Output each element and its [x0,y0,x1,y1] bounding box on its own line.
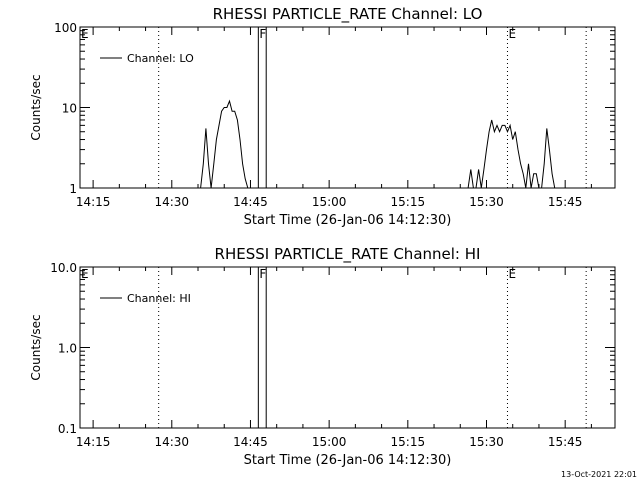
event-marker-label: E [81,267,89,281]
event-marker-label: F [259,27,266,41]
y-tick-label: 1 [69,182,77,196]
x-tick-label: 14:30 [154,195,189,209]
chart-title: RHESSI PARTICLE_RATE Channel: LO [213,5,483,24]
x-tick-label: 15:15 [391,435,426,449]
x-tick-label: 15:00 [312,195,347,209]
chart-title: RHESSI PARTICLE_RATE Channel: HI [215,245,481,264]
x-tick-label: 15:00 [312,435,347,449]
x-tick-label: 15:45 [548,435,583,449]
legend-label: Channel: HI [127,292,191,305]
x-axis-label: Start Time (26-Jan-06 14:12:30) [244,453,452,468]
y-tick-label: 0.1 [58,422,77,436]
y-tick-label: 100 [54,21,77,35]
x-tick-label: 15:45 [548,195,583,209]
y-axis-label: Counts/sec [29,74,43,140]
series-line [467,119,540,188]
x-tick-label: 15:15 [391,195,426,209]
series-line [200,99,249,188]
y-axis-label: Counts/sec [29,314,43,380]
x-tick-label: 14:15 [76,195,111,209]
legend-label: Channel: LO [127,52,194,65]
x-tick-label: 14:45 [233,435,268,449]
event-marker-label: E [508,27,516,41]
y-tick-label: 10.0 [50,261,77,275]
x-tick-label: 15:30 [469,195,504,209]
generation-timestamp: 13-Oct-2021 22:01 [561,470,637,479]
x-tick-label: 14:30 [154,435,189,449]
series-line [541,128,556,188]
event-marker-label: F [259,267,266,281]
event-marker-label: E [81,27,89,41]
x-tick-label: 15:30 [469,435,504,449]
x-tick-label: 14:15 [76,435,111,449]
x-axis-label: Start Time (26-Jan-06 14:12:30) [244,213,452,228]
x-tick-label: 14:45 [233,195,268,209]
y-tick-label: 10 [62,102,77,116]
event-marker-label: E [508,267,516,281]
y-tick-label: 1.0 [58,342,77,356]
